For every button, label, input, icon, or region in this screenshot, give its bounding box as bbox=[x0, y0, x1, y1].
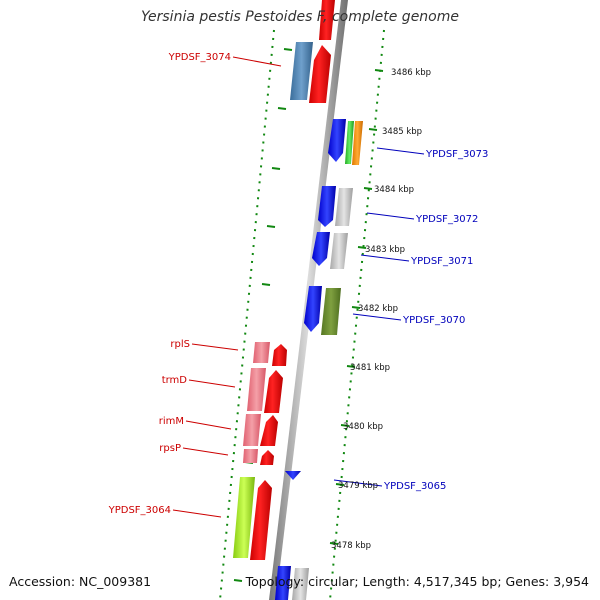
genome-summary-text: Topology: circular; Length: 4,517,345 bp… bbox=[245, 574, 589, 589]
kbp-label: 3483 kbp bbox=[365, 245, 405, 255]
gene-trmd-red bbox=[264, 370, 283, 413]
left-gene-labels: YPDSF_3074 rplS trmD rimM rpsP YPDSF_306… bbox=[108, 52, 231, 516]
gene-ypdsf-3071-blue bbox=[312, 232, 330, 266]
outer-ticks bbox=[329, 69, 384, 545]
gene-ypdsf-3064-red bbox=[250, 480, 272, 560]
gene-rpls-pink bbox=[253, 342, 270, 363]
kbp-label: 3478 kbp bbox=[331, 541, 371, 551]
gene-ypdsf-3072-blue bbox=[318, 186, 336, 227]
gene-label-ypdsf-3065: YPDSF_3065 bbox=[383, 481, 446, 492]
gene-rpls-red bbox=[272, 344, 287, 366]
gene-label-ypdsf-3071: YPDSF_3071 bbox=[410, 256, 473, 267]
gene-label-ypdsf-3072: YPDSF_3072 bbox=[415, 214, 478, 225]
kbp-labels: 3486 kbp 3485 kbp 3484 kbp 3483 kbp 3482… bbox=[331, 68, 431, 551]
gene-label-rimm: rimM bbox=[159, 416, 184, 427]
accession-text: Accession: NC_009381 bbox=[9, 574, 152, 589]
gene-label-trmd: trmD bbox=[162, 375, 188, 386]
right-gene-labels: YPDSF_3073 YPDSF_3072 YPDSF_3071 YPDSF_3… bbox=[383, 149, 488, 492]
gene-label-rpsp: rpsP bbox=[159, 443, 181, 454]
kbp-label: 3480 kbp bbox=[343, 422, 383, 432]
gene-top-red bbox=[319, 0, 335, 40]
kbp-label: 3486 kbp bbox=[391, 68, 431, 78]
gene-ypdsf-3074-red bbox=[309, 45, 331, 103]
gene-ypdsf-3071-grey bbox=[330, 233, 348, 269]
gene-trmd-pink bbox=[247, 368, 266, 411]
gene-rpsp-red bbox=[260, 450, 274, 465]
gene-ypdsf-3070-blue bbox=[304, 286, 322, 332]
gene-rpsp-pink bbox=[243, 449, 258, 463]
gene-rimm-pink bbox=[243, 414, 261, 446]
forward-strand-genes bbox=[233, 0, 335, 560]
gene-ypdsf-3074-steel bbox=[290, 42, 313, 100]
gene-ypdsf-3072-grey bbox=[335, 188, 353, 226]
gene-ypdsf-3065-blue bbox=[285, 471, 301, 480]
kbp-label: 3482 kbp bbox=[358, 304, 398, 314]
right-label-connectors bbox=[333, 147, 425, 487]
gene-ypdsf-3073-green bbox=[345, 121, 354, 164]
gene-ypdsf-3073-orange bbox=[352, 121, 363, 165]
reverse-strand-genes bbox=[275, 119, 363, 600]
gene-ypdsf-3064-lime bbox=[233, 477, 255, 558]
gene-label-rpls: rplS bbox=[170, 339, 190, 350]
gene-rimm-red bbox=[260, 415, 278, 446]
genome-title: Yersinia pestis Pestoides F, complete ge… bbox=[141, 9, 459, 25]
gene-bottom-grey bbox=[292, 568, 309, 600]
kbp-label: 3479 kbp bbox=[338, 481, 378, 491]
gene-bottom-blue bbox=[275, 566, 291, 600]
gene-ypdsf-3073-blue bbox=[328, 119, 346, 162]
gene-label-ypdsf-3073: YPDSF_3073 bbox=[425, 149, 488, 160]
kbp-label: 3481 kbp bbox=[350, 363, 390, 373]
kbp-label: 3485 kbp bbox=[382, 127, 422, 137]
gene-label-ypdsf-3074: YPDSF_3074 bbox=[168, 52, 231, 63]
gene-label-ypdsf-3070: YPDSF_3070 bbox=[402, 315, 465, 326]
gene-label-ypdsf-3064: YPDSF_3064 bbox=[108, 505, 171, 516]
gene-ypdsf-3070-olive bbox=[321, 288, 341, 335]
kbp-label: 3484 kbp bbox=[374, 185, 414, 195]
left-label-connectors bbox=[172, 56, 282, 518]
